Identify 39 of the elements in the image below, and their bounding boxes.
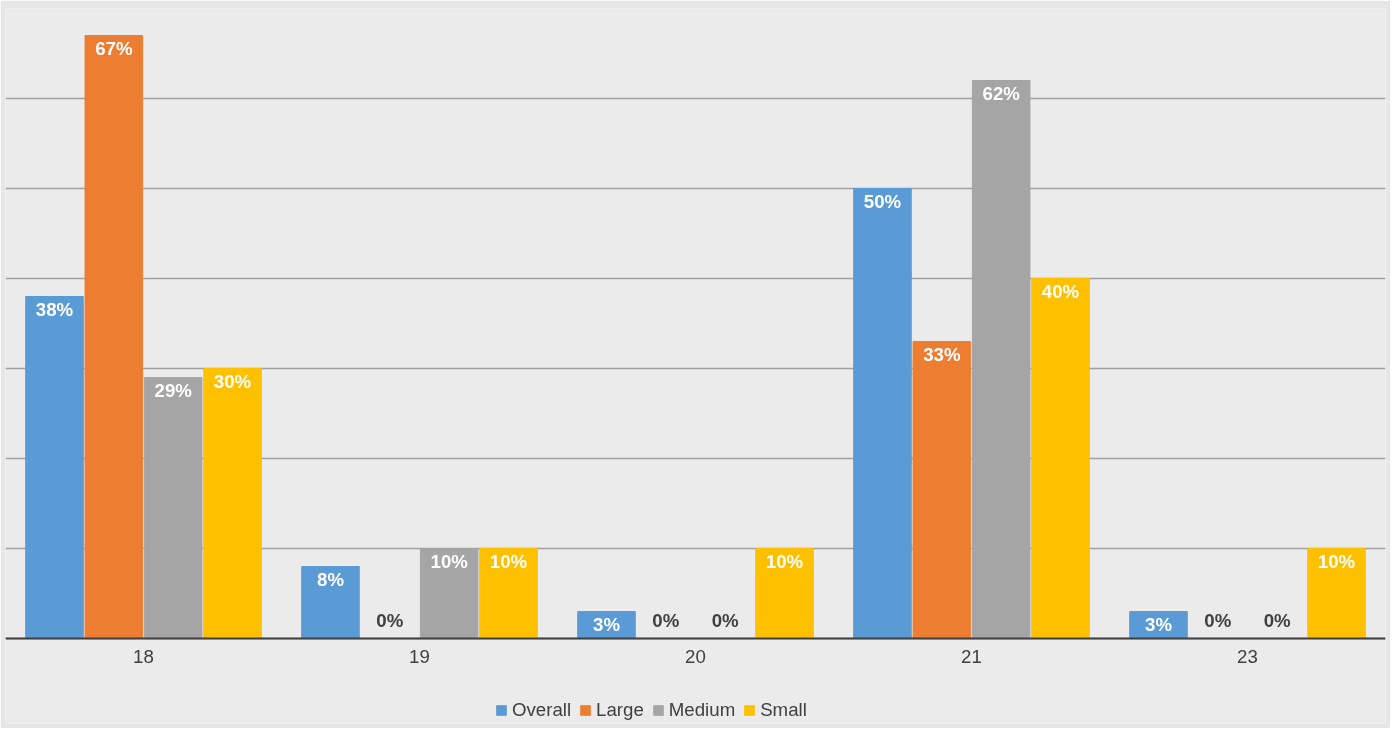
data-label: 8%	[317, 568, 345, 590]
data-label: 50%	[863, 190, 902, 212]
bar	[84, 35, 144, 639]
data-label: 33%	[923, 343, 961, 365]
bar	[25, 296, 84, 639]
x-tick-label: 21	[961, 645, 982, 667]
x-tick-label: 23	[1237, 645, 1258, 667]
legend-label: Small	[760, 699, 807, 721]
data-label: 3%	[1145, 613, 1173, 635]
data-label: 0%	[1204, 609, 1232, 631]
data-label: 0%	[1263, 609, 1292, 631]
bar	[203, 368, 262, 639]
data-label: 0%	[376, 609, 404, 631]
bar	[755, 548, 814, 639]
bar	[1307, 548, 1366, 639]
legend-label: Large	[596, 699, 644, 721]
data-label: 0%	[652, 609, 680, 631]
data-label: 10%	[489, 550, 528, 572]
data-label: 0%	[711, 609, 740, 631]
bar	[912, 341, 972, 639]
data-label: 40%	[1041, 280, 1080, 302]
x-tick-label: 20	[685, 645, 706, 667]
data-label: 3%	[593, 613, 621, 635]
bar	[853, 188, 912, 639]
legend-label: Overall	[512, 699, 572, 721]
data-label: 38%	[35, 298, 74, 320]
data-label: 10%	[1317, 550, 1356, 572]
data-label: 10%	[765, 550, 804, 572]
data-label: 30%	[213, 370, 252, 392]
bar	[301, 566, 360, 639]
x-tick-label: 18	[133, 645, 154, 667]
data-label: 62%	[982, 82, 1021, 104]
legend-label: Medium	[668, 699, 736, 721]
data-label: 10%	[430, 550, 469, 572]
data-label: 29%	[154, 379, 193, 401]
bar	[1031, 278, 1090, 639]
x-tick-label: 19	[409, 645, 430, 667]
bar	[479, 548, 538, 639]
data-label: 67%	[95, 37, 133, 59]
